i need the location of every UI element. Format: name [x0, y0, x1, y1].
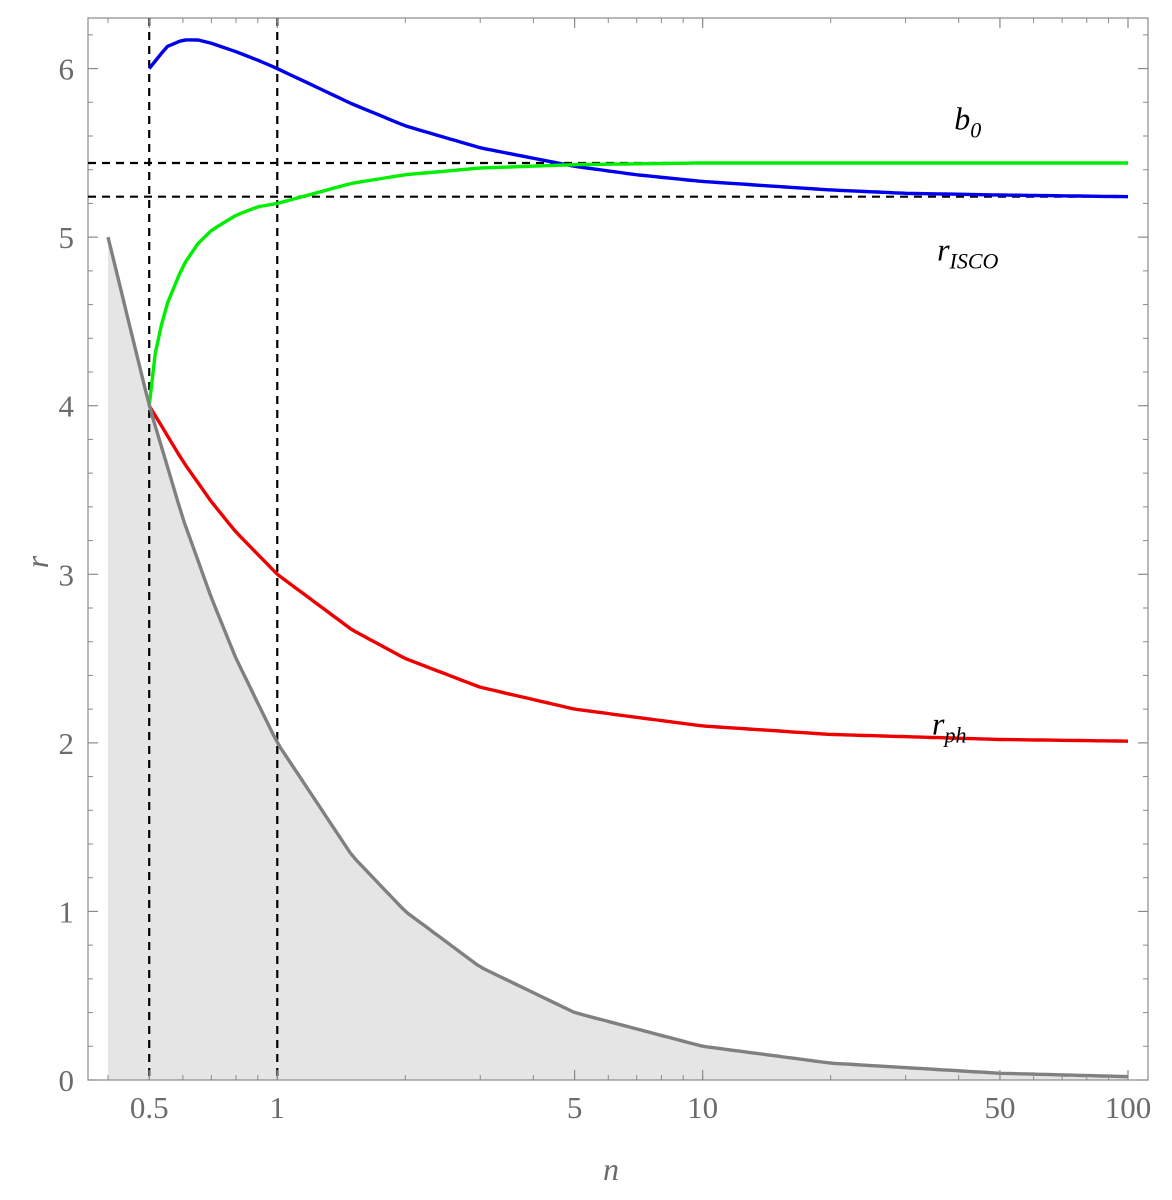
shaded-region: [108, 237, 1128, 1081]
axis-ticks: 0.5 1 5 10 50 100 0 1 2 3 4 5 6: [59, 18, 1152, 1125]
x-axis-label: n: [603, 1151, 619, 1187]
x-tick-label: 5: [567, 1090, 583, 1125]
series-line-r_ph: [147, 404, 1129, 743]
annotations: b0 rISCO rph: [932, 100, 998, 747]
x-tick-label: 1: [270, 1090, 286, 1125]
shaded-region-layer: [108, 237, 1128, 1081]
annotation-b0: b0: [954, 100, 981, 142]
annotation-r_ph: rph: [932, 705, 966, 747]
y-tick-label: 3: [59, 557, 75, 592]
x-tick-label: 50: [984, 1090, 1015, 1125]
series-line-r_ISCO: [147, 161, 1128, 406]
series-line-b0: [147, 38, 1129, 199]
x-tick-label: 100: [1105, 1090, 1152, 1125]
y-tick-label: 2: [59, 726, 75, 761]
y-tick-label: 4: [59, 389, 75, 424]
x-tick-label: 10: [687, 1090, 718, 1125]
series-lines: [106, 38, 1129, 1079]
y-tick-label: 6: [59, 52, 75, 87]
series-line-horizon: [106, 236, 1129, 1079]
x-tick-label: 0.5: [130, 1090, 169, 1125]
y-tick-label: 0: [59, 1063, 75, 1098]
plot-frame-border: [87, 17, 1149, 1081]
y-axis-label: r: [19, 555, 55, 568]
annotation-r_ISCO: rISCO: [937, 232, 998, 274]
plot-frame: [87, 17, 1149, 1081]
y-tick-label: 5: [59, 220, 75, 255]
y-tick-label: 1: [59, 894, 75, 929]
